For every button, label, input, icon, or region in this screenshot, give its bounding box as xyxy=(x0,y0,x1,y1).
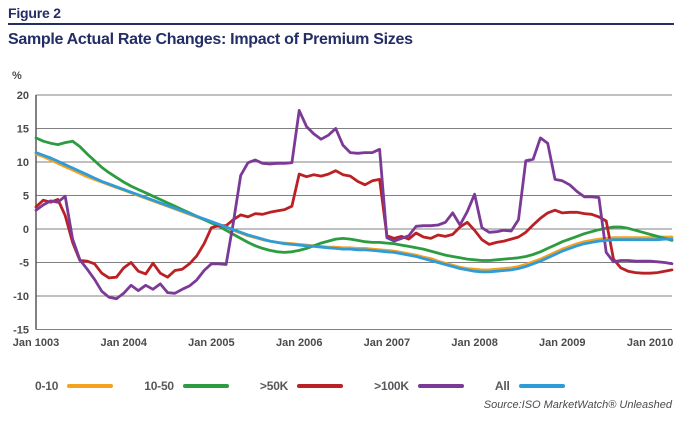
x-tick-label: Jan 2007 xyxy=(364,337,410,349)
y-tick-label: -15 xyxy=(13,325,29,337)
legend-label: All xyxy=(494,379,510,393)
y-tick-label: 10 xyxy=(17,157,29,169)
x-tick-label: Jan 1003 xyxy=(13,337,59,349)
x-tick-label: Jan 2009 xyxy=(539,337,585,349)
legend-item-0-10: 0-10 xyxy=(35,379,114,393)
header-rule xyxy=(8,23,674,25)
legend-line-swatch-blue xyxy=(518,384,565,388)
series-line-All xyxy=(34,151,674,274)
legend-line-swatch-green xyxy=(182,384,229,388)
legend-item-10-50: 10-50 xyxy=(144,379,229,393)
series-line->50K xyxy=(34,169,674,280)
legend-item-gt100k: >100K xyxy=(374,379,464,393)
source-attribution: Source:ISO MarketWatch® Unleashed xyxy=(483,399,672,411)
y-tick-label: 15 xyxy=(17,124,29,136)
legend-line-swatch-red xyxy=(297,384,344,388)
page-title: Sample Actual Rate Changes: Impact of Pr… xyxy=(8,31,413,48)
y-tick-label: 5 xyxy=(23,191,29,203)
legend-item-all: All xyxy=(495,379,565,393)
y-tick-label: 20 xyxy=(17,90,29,102)
y-axis-unit-label: % xyxy=(12,70,22,82)
legend-label: >50K xyxy=(259,379,289,393)
legend-label: 10-50 xyxy=(144,379,174,393)
legend-label: >100K xyxy=(374,379,409,393)
series-line->100K xyxy=(34,109,674,301)
legend-label: 0-10 xyxy=(35,379,59,393)
chart-legend: 0-10 10-50 >50K >100K All xyxy=(35,379,596,393)
series-line-10-50 xyxy=(34,136,674,262)
x-tick-label: Jan 2006 xyxy=(276,337,322,349)
legend-line-swatch-purple xyxy=(417,384,464,388)
legend-item-gt50k: >50K xyxy=(259,379,344,393)
figure-label: Figure 2 xyxy=(8,5,61,21)
x-tick-label: Jan 2004 xyxy=(100,337,147,349)
y-tick-label: -5 xyxy=(19,258,29,270)
y-tick-label: 0 xyxy=(23,224,29,236)
legend-line-swatch-orange xyxy=(67,384,114,388)
x-tick-label: Jan 2008 xyxy=(451,337,497,349)
x-tick-label: Jan 2010 xyxy=(627,337,673,349)
x-tick-label: Jan 2005 xyxy=(188,337,234,349)
y-tick-label: -10 xyxy=(13,291,29,303)
